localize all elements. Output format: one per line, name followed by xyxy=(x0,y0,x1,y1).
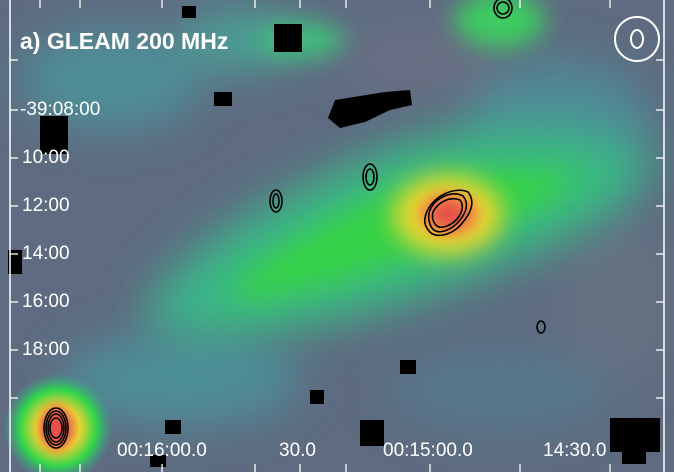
background-noise xyxy=(20,10,674,430)
dec-tick-label: 14:00 xyxy=(22,243,70,264)
dec-tick-label: 16:00 xyxy=(22,291,70,312)
ra-tick-label: 30.0 xyxy=(279,440,316,461)
axis-frame xyxy=(9,0,665,472)
beam-ellipse-icon xyxy=(614,16,660,62)
dec-tick-label: 12:00 xyxy=(22,195,70,216)
contour-lines xyxy=(43,0,546,449)
dec-tick-label: 18:00 xyxy=(22,339,70,360)
ra-tick-label: 00:16:00.0 xyxy=(117,440,207,461)
ra-tick-label: 14:30.0 xyxy=(543,440,607,461)
dec-tick-label: -39:08:00 xyxy=(20,99,101,120)
tick-marks xyxy=(10,0,664,472)
panel-title: a) GLEAM 200 MHz xyxy=(20,28,229,54)
dec-tick-label: 10:00 xyxy=(22,147,70,168)
masked-pixels xyxy=(8,6,660,467)
ra-tick-label: 00:15:00.0 xyxy=(383,440,473,461)
